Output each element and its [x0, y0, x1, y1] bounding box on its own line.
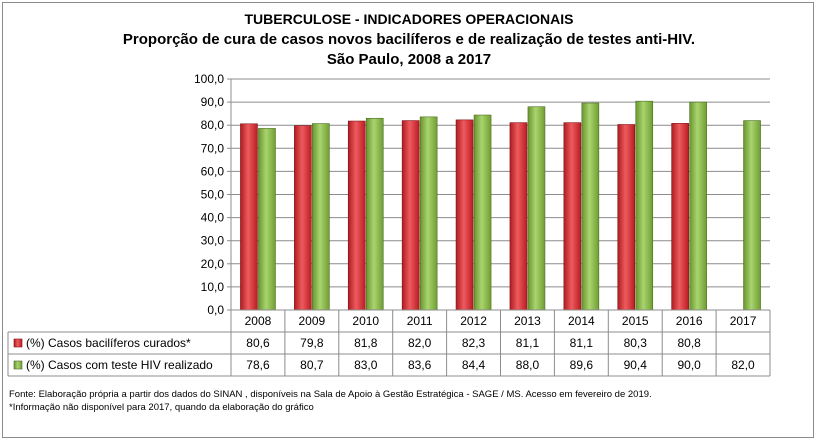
y-tick-label: 40,0 — [201, 211, 225, 225]
source-note: Fonte: Elaboração própria a partir dos d… — [9, 389, 652, 400]
x-tick-label: 2010 — [352, 314, 379, 328]
bar-casos-curados-2009 — [294, 125, 312, 311]
bar-casos-curados-2010 — [347, 120, 366, 311]
bar-teste-hiv-2014 — [581, 102, 600, 311]
y-tick-label: 0,0 — [207, 303, 224, 317]
x-tick-label: 2015 — [622, 314, 649, 328]
y-tick-label: 50,0 — [201, 188, 225, 202]
y-tick-label: 30,0 — [201, 234, 225, 248]
y-tick-label: 60,0 — [201, 164, 225, 178]
chart-subtitle: Proporção de cura de casos novos bacilíf… — [122, 31, 696, 48]
legend-key — [13, 360, 23, 370]
bar-teste-hiv-2016 — [689, 101, 707, 311]
x-tick-label: 2017 — [730, 314, 757, 328]
bar-teste-hiv-2017 — [743, 120, 761, 311]
bar-casos-curados-2012 — [455, 119, 474, 311]
data-label: 82,0 — [408, 336, 432, 350]
bar-teste-hiv-2011 — [419, 116, 438, 311]
y-tick-label: 20,0 — [201, 257, 225, 271]
x-tick-label: 2011 — [407, 314, 433, 328]
data-label: 78,6 — [246, 358, 270, 372]
legend-key — [13, 338, 23, 348]
bar-casos-curados-2014 — [563, 122, 582, 311]
data-label: 90,4 — [624, 358, 648, 372]
legend-label: (%) Casos bacilíferos curados* — [26, 336, 191, 350]
bar-teste-hiv-2013 — [527, 106, 546, 311]
legend-label: (%) Casos com teste HIV realizado — [26, 358, 213, 372]
data-label: 89,6 — [570, 358, 594, 372]
y-tick-label: 80,0 — [201, 118, 225, 132]
x-tick-label: 2012 — [460, 314, 487, 328]
bar-teste-hiv-2010 — [365, 117, 384, 311]
data-label: 83,0 — [354, 358, 378, 372]
y-tick-label: 100,0 — [194, 72, 224, 86]
data-label: 79,8 — [300, 336, 324, 350]
x-tick-label: 2008 — [245, 314, 272, 328]
data-label: 82,3 — [462, 336, 486, 350]
data-label: 80,8 — [677, 336, 701, 350]
bar-casos-curados-2013 — [509, 122, 528, 311]
data-label: 81,1 — [516, 336, 540, 350]
data-label: 88,0 — [516, 358, 540, 372]
bar-casos-curados-2015 — [617, 124, 636, 311]
data-label: 80,6 — [246, 336, 270, 350]
data-label: 84,4 — [462, 358, 486, 372]
bar-teste-hiv-2008 — [258, 128, 276, 311]
footnote: *Informação não disponível para 2017, qu… — [9, 402, 314, 413]
bar-teste-hiv-2015 — [635, 100, 654, 311]
bar-casos-curados-2008 — [240, 123, 258, 311]
bar-teste-hiv-2012 — [473, 114, 492, 311]
data-label: 81,8 — [354, 336, 378, 350]
chart-subtitle-location: São Paulo, 2008 a 2017 — [326, 51, 492, 68]
bar-teste-hiv-2009 — [312, 123, 330, 311]
data-label: 81,1 — [570, 336, 594, 350]
y-tick-label: 10,0 — [201, 280, 225, 294]
y-tick-label: 90,0 — [201, 95, 225, 109]
x-tick-label: 2009 — [298, 314, 325, 328]
chart-title: TUBERCULOSE - INDICADORES OPERACIONAIS — [244, 11, 574, 27]
bar-casos-curados-2016 — [671, 123, 689, 311]
x-tick-label: 2016 — [676, 314, 703, 328]
data-label: 83,6 — [408, 358, 432, 372]
bar-casos-curados-2011 — [401, 120, 420, 311]
x-tick-label: 2014 — [568, 314, 595, 328]
x-tick-label: 2013 — [514, 314, 541, 328]
data-label: 80,7 — [300, 358, 324, 372]
y-tick-label: 70,0 — [201, 141, 225, 155]
data-label: 82,0 — [731, 358, 755, 372]
data-label: 90,0 — [677, 358, 701, 372]
data-label: 80,3 — [624, 336, 648, 350]
